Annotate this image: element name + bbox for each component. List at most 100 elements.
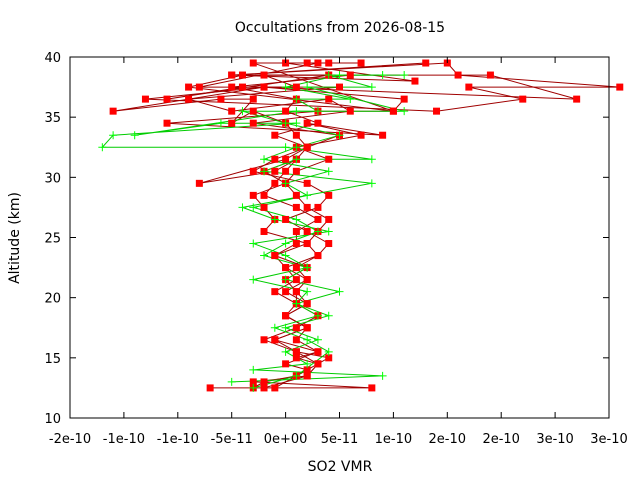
data-point [98, 143, 107, 152]
series-5-points [98, 71, 409, 386]
x-tick-label: 0e+00 [264, 432, 308, 447]
y-tick-label: 10 [44, 412, 61, 427]
data-point [281, 347, 290, 356]
data-point [346, 107, 354, 115]
data-point [271, 384, 279, 392]
data-point [303, 372, 311, 380]
y-tick-label: 35 [44, 111, 61, 126]
x-tick-label: -2e-10 [49, 432, 91, 447]
data-point [228, 71, 236, 79]
data-point [282, 155, 290, 163]
data-point [325, 240, 333, 248]
data-point [249, 203, 258, 212]
data-point [249, 365, 258, 374]
data-point [260, 336, 268, 344]
data-point [238, 203, 247, 212]
data-point [109, 131, 118, 140]
data-point [217, 95, 225, 103]
data-point [335, 71, 344, 80]
series-line [199, 62, 362, 389]
data-point [292, 336, 300, 344]
data-point [357, 131, 365, 139]
data-point [303, 263, 312, 272]
data-point [292, 288, 300, 296]
x-tick-label: 2e-10 [429, 432, 467, 447]
data-point [303, 83, 312, 92]
x-tick-label: 1e-10 [375, 432, 413, 447]
data-point [346, 95, 355, 104]
data-point [368, 384, 376, 392]
data-point [324, 311, 333, 320]
data-point [271, 167, 279, 175]
data-point [324, 71, 333, 80]
y-tick-label: 40 [44, 51, 61, 66]
data-point [313, 335, 322, 344]
data-point [195, 83, 203, 91]
data-point [292, 240, 300, 248]
data-point [314, 252, 322, 260]
data-point [313, 107, 322, 116]
data-point [282, 360, 290, 368]
data-point [303, 240, 311, 248]
data-point [313, 311, 322, 320]
data-point [325, 155, 333, 163]
data-point [281, 323, 290, 332]
data-point [249, 119, 257, 127]
data-point [282, 312, 290, 320]
y-tick-label: 15 [44, 352, 61, 367]
data-point [292, 276, 300, 284]
series-1-points [109, 59, 624, 392]
data-point [400, 71, 409, 80]
data-point [292, 203, 300, 211]
data-point [303, 359, 312, 368]
data-point [281, 239, 290, 248]
data-point [303, 191, 312, 200]
data-point [324, 167, 333, 176]
x-tick-label: 5e-11 [321, 432, 359, 447]
data-point [260, 251, 269, 260]
data-point [216, 119, 225, 128]
y-tick-label: 20 [44, 292, 61, 307]
data-point [292, 167, 300, 175]
data-point [519, 95, 527, 103]
data-point [195, 179, 203, 187]
data-point [271, 336, 279, 344]
data-point [249, 59, 257, 67]
data-point [325, 191, 333, 199]
data-point [271, 252, 279, 260]
data-point [228, 119, 236, 127]
data-point [249, 107, 257, 115]
data-point [249, 383, 258, 392]
data-point [281, 83, 290, 92]
data-point [400, 95, 408, 103]
data-point [292, 227, 300, 235]
series-line [113, 62, 620, 389]
data-point [260, 203, 268, 211]
data-point [238, 71, 246, 79]
data-point [573, 95, 581, 103]
data-point [249, 167, 257, 175]
data-point [314, 203, 322, 211]
data-point [292, 264, 300, 272]
data-point [324, 347, 333, 356]
data-point [260, 83, 268, 91]
series-line [166, 62, 394, 389]
y-axis-label: Altitude (km) [7, 192, 23, 284]
data-point [303, 143, 311, 151]
data-point [292, 131, 300, 139]
data-point [292, 354, 300, 362]
y-axis: 10 15 20 25 30 35 40 [44, 51, 609, 427]
data-point [281, 251, 290, 260]
data-point [260, 384, 268, 392]
data-point [281, 119, 290, 128]
data-point [281, 143, 290, 152]
data-point [249, 239, 258, 248]
data-point [270, 323, 279, 332]
data-point [400, 107, 409, 116]
data-point [335, 131, 344, 140]
data-point [281, 179, 290, 188]
data-point [227, 377, 236, 386]
data-point [303, 335, 312, 344]
data-point [185, 83, 193, 91]
data-point [238, 107, 247, 116]
